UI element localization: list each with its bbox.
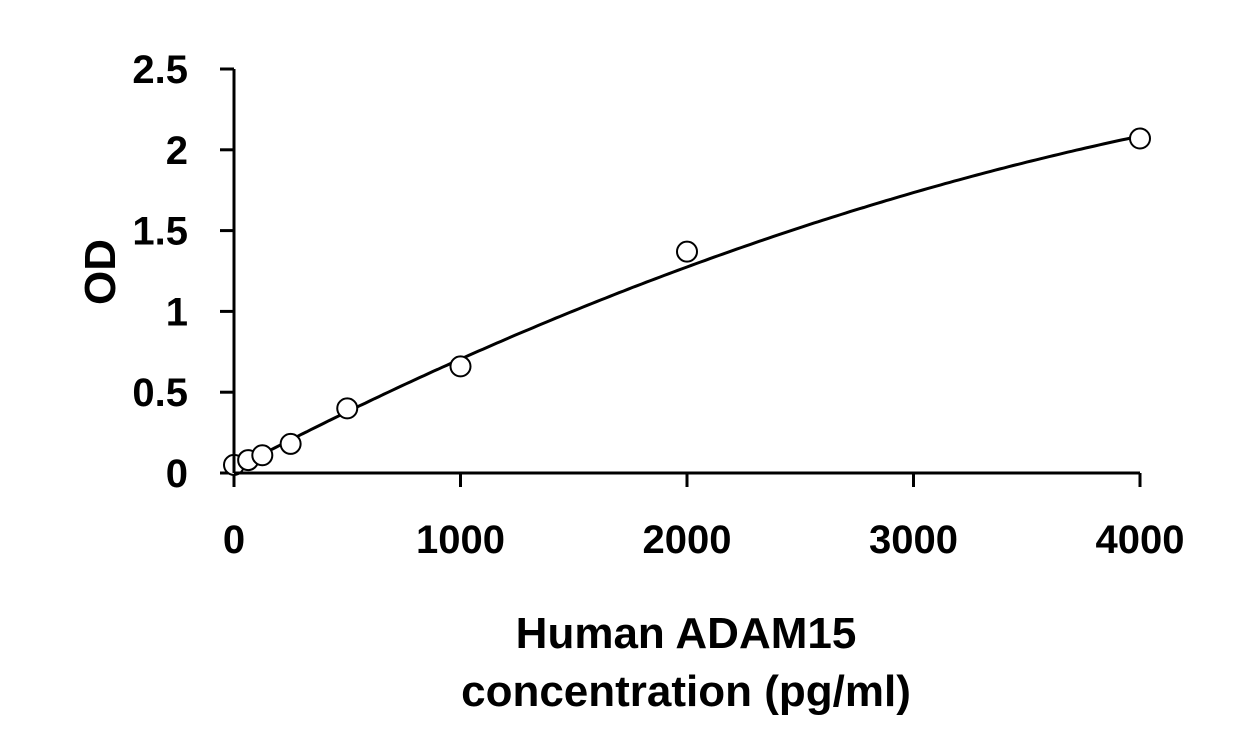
data-point	[279, 432, 302, 455]
data-point	[1129, 127, 1151, 150]
x-tick-label: 0	[223, 518, 245, 562]
x-tick-label: 4000	[1096, 518, 1185, 562]
data-point	[336, 397, 359, 420]
x-tick-label: 3000	[869, 518, 958, 562]
x-tick-label: 2000	[643, 518, 732, 562]
fit-curve	[233, 134, 1141, 471]
x-axis-title-line-1: Human ADAM15	[516, 609, 857, 658]
data-point	[251, 444, 274, 467]
data-points	[223, 127, 1151, 476]
y-tick-label: 2.5	[132, 48, 188, 92]
y-axis-ticks: 0 0.5 1 1.5 2 2.5	[132, 48, 234, 496]
y-tick-label: 1	[166, 290, 188, 334]
x-tick-label: 1000	[416, 518, 505, 562]
y-tick-label: 0	[166, 452, 188, 496]
data-point	[449, 355, 472, 378]
y-tick-label: 0.5	[132, 371, 188, 415]
x-axis-title-line-2: concentration (pg/ml)	[461, 667, 911, 716]
y-tick-label: 2	[166, 129, 188, 173]
y-tick-label: 1.5	[132, 210, 188, 254]
y-axis-title: OD	[76, 239, 125, 305]
data-point	[676, 240, 698, 263]
x-axis-ticks: 0 1000 2000 3000 4000	[223, 473, 1185, 562]
